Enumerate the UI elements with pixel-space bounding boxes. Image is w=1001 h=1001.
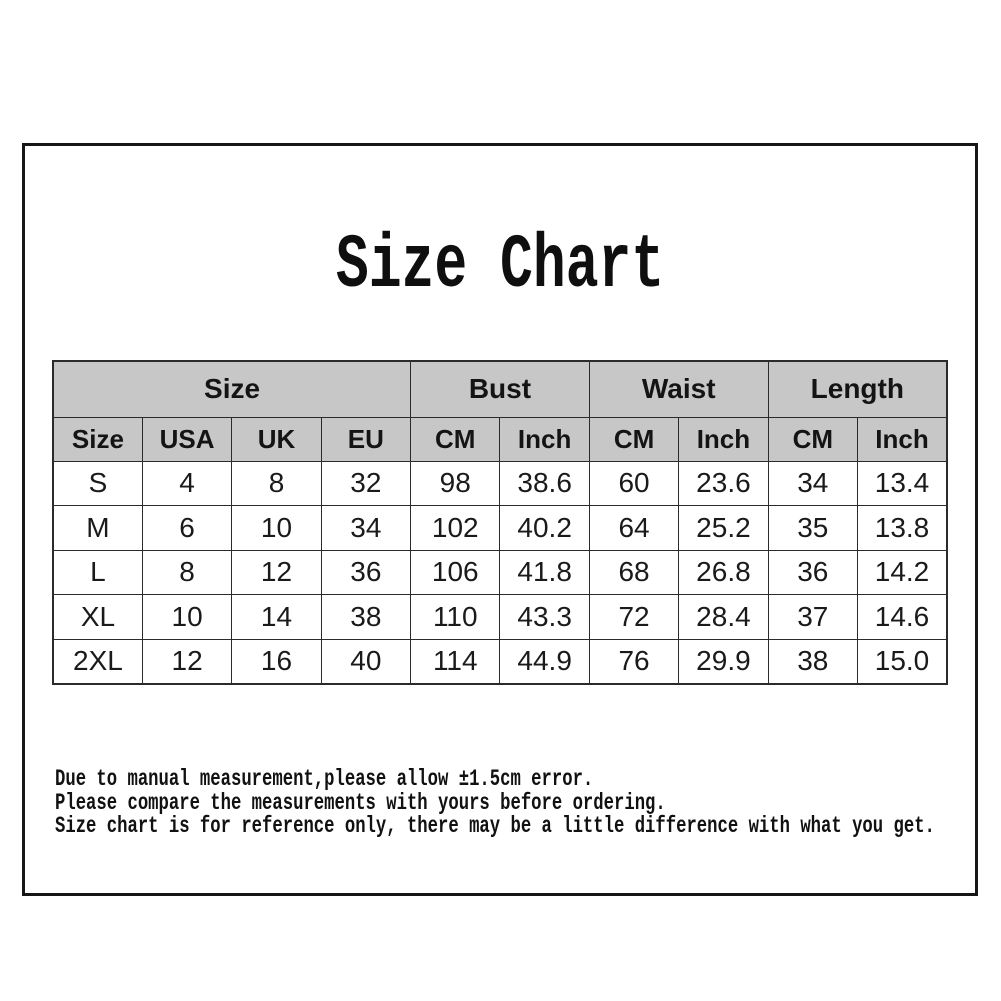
table-cell: 43.3 [499,594,590,640]
table-cell: 25.2 [678,505,769,551]
page-title: Size Chart [0,228,1001,304]
measurement-notes: Due to manual measurement,please allow ±… [55,766,1001,840]
table-cell: 26.8 [678,549,769,595]
table-group-header-row: Size Bust Waist Length [52,360,948,418]
column-header-bust-cm: CM [410,416,501,462]
table-cell: 4 [141,460,233,506]
table-cell: 38 [320,594,412,640]
column-header-waist-inch: Inch [678,416,769,462]
table-cell: 34 [767,460,859,506]
table-cell: 13.4 [857,460,948,506]
table-cell: 29.9 [678,638,769,684]
table-row-l: L 8 12 36 106 41.8 68 26.8 36 14.2 [52,549,948,595]
column-header-size: Size [52,416,143,462]
table-cell: 16 [231,638,322,684]
table-column-header-row: Size USA UK EU CM Inch CM Inch CM Inch [52,416,948,462]
column-header-eu: EU [320,416,412,462]
size-chart-table: Size Bust Waist Length Size USA UK EU CM… [52,360,948,685]
column-header-length-cm: CM [767,416,859,462]
table-cell: 12 [141,638,233,684]
column-header-waist-cm: CM [588,416,680,462]
table-cell: 13.8 [857,505,948,551]
table-cell: 12 [231,549,322,595]
table-cell: 8 [141,549,233,595]
page-title-text: Size Chart [336,223,665,309]
column-header-usa: USA [141,416,233,462]
note-reference-only: Size chart is for reference only, there … [55,813,935,840]
table-cell: 76 [588,638,680,684]
note-measurement-error: Due to manual measurement,please allow ±… [55,766,594,792]
table-cell: 35 [767,505,859,551]
table-cell: S [52,460,143,506]
table-cell: XL [52,594,143,640]
table-cell: 110 [410,594,501,640]
group-header-size: Size [52,360,412,418]
table-cell: 44.9 [499,638,590,684]
table-cell: 41.8 [499,549,590,595]
table-cell: 36 [767,549,859,595]
table-cell: 102 [410,505,501,551]
column-header-bust-inch: Inch [499,416,590,462]
table-cell: 37 [767,594,859,640]
table-cell: 40.2 [499,505,590,551]
table-cell: 32 [320,460,412,506]
table-cell: 14 [231,594,322,640]
table-cell: 68 [588,549,680,595]
table-cell: 10 [231,505,322,551]
content-frame [22,143,978,896]
table-cell: 72 [588,594,680,640]
table-cell: 14.2 [857,549,948,595]
table-cell: 8 [231,460,322,506]
table-cell: 36 [320,549,412,595]
table-cell: 2XL [52,638,143,684]
table-cell: 64 [588,505,680,551]
group-header-length: Length [767,360,948,418]
table-cell: 106 [410,549,501,595]
table-cell: 38 [767,638,859,684]
table-cell: L [52,549,143,595]
table-cell: 40 [320,638,412,684]
note-compare-measurements: Please compare the measurements with you… [55,789,666,816]
table-cell: 23.6 [678,460,769,506]
group-header-bust: Bust [410,360,590,418]
group-header-waist: Waist [588,360,769,418]
table-cell: 60 [588,460,680,506]
table-cell: 28.4 [678,594,769,640]
column-header-length-inch: Inch [857,416,948,462]
table-row-s: S 4 8 32 98 38.6 60 23.6 34 13.4 [52,460,948,506]
column-header-uk: UK [231,416,322,462]
table-row-m: M 6 10 34 102 40.2 64 25.2 35 13.8 [52,505,948,551]
table-cell: 14.6 [857,594,948,640]
table-cell: 34 [320,505,412,551]
table-cell: 6 [141,505,233,551]
table-row-2xl: 2XL 12 16 40 114 44.9 76 29.9 38 15.0 [52,638,948,684]
table-cell: 10 [141,594,233,640]
table-cell: 15.0 [857,638,948,684]
table-cell: 38.6 [499,460,590,506]
table-cell: 114 [410,638,501,684]
table-row-xl: XL 10 14 38 110 43.3 72 28.4 37 14.6 [52,594,948,640]
table-cell: 98 [410,460,501,506]
table-cell: M [52,505,143,551]
